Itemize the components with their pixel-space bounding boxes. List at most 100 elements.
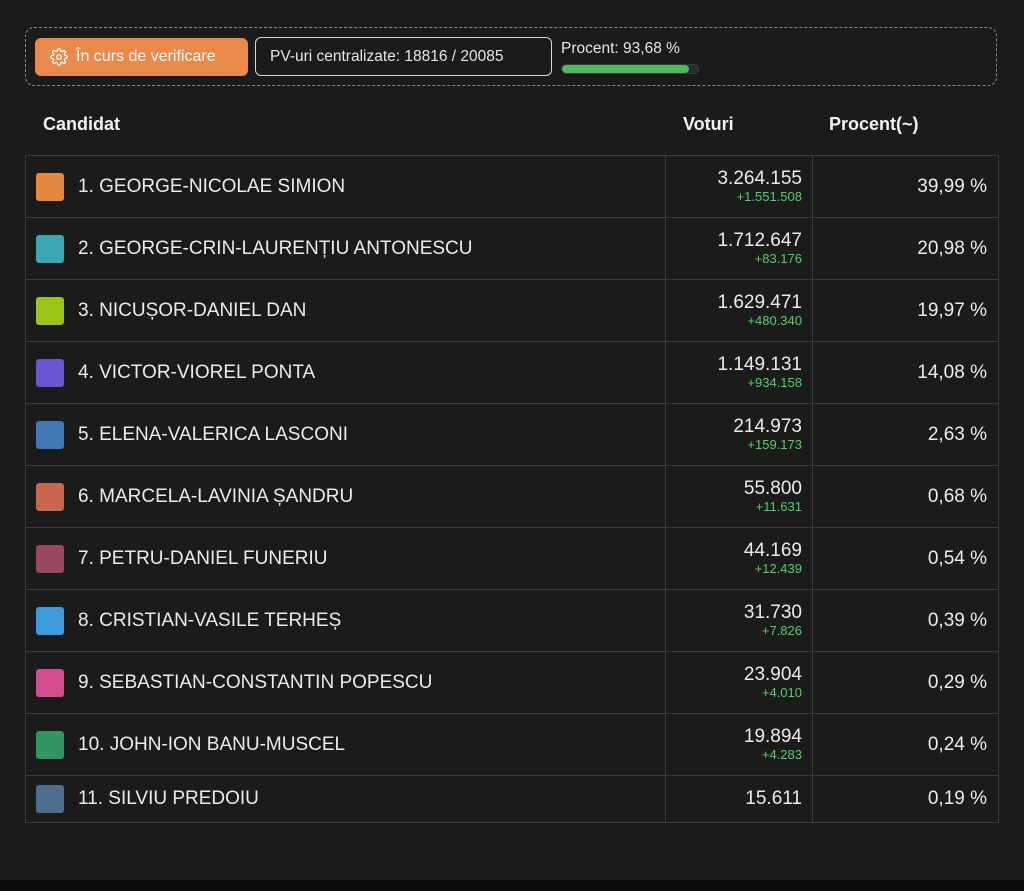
candidate-color-swatch [36,172,64,201]
percent-cell: 0,68 % [812,465,999,528]
candidate-name: 11. SILVIU PREDOIU [78,788,259,809]
percent-cell: 14,08 % [812,341,999,404]
table-row: 6. MARCELA-LAVINIA ȘANDRU 55.800 +11.631 0,… [25,465,999,528]
column-header-candidate[interactable]: Candidat [43,114,121,134]
votes-cell: 19.894 +4.283 [665,713,813,776]
percent-cell: 0,29 % [812,651,999,714]
vote-count: 31.730 [743,602,802,623]
table-row: 3. NICUȘOR-DANIEL DAN 1.629.471 +480.340 19… [25,279,999,342]
percent-progress: Procent: 93,68 % [561,38,701,74]
vote-delta: +12.439 [754,561,802,576]
vote-percent: 20,98 % [917,237,987,259]
votes-cell: 214.973 +159.173 [665,403,813,466]
candidate-name: 1. GEORGE-NICOLAE SIMION [78,175,346,197]
bottom-strip [0,880,1024,891]
votes-cell: 31.730 +7.826 [665,589,813,652]
vote-count: 44.169 [743,540,802,561]
vote-percent: 0,39 % [927,609,987,631]
percent-cell: 0,19 % [812,775,999,823]
vote-percent: 39,99 % [917,175,987,197]
table-row: 4. VICTOR-VIOREL PONTA 1.149.131 +934.158 1… [25,341,999,404]
candidate-color-swatch [36,358,64,387]
percent-cell: 0,39 % [812,589,999,652]
percent-cell: 19,97 % [812,279,999,342]
percent-cell: 2,63 % [812,403,999,466]
candidate-color-swatch [36,420,64,449]
vote-percent: 0,54 % [927,547,987,569]
candidate-cell: 11. SILVIU PREDOIU [25,775,666,823]
votes-cell: 23.904 +4.010 [665,651,813,714]
candidate-color-swatch [36,544,64,573]
progress-bar-fill [562,65,690,73]
candidate-name: 10. JOHN-ION BANU-MUSCEL [78,733,346,755]
column-header-votes[interactable]: Voturi [683,114,734,134]
votes-cell: 15.611 [665,775,813,823]
vote-count: 23.904 [743,664,802,685]
table-row: 1. GEORGE-NICOLAE SIMION 3.264.155 +1.551.… [25,155,999,218]
pv-centralized-label: PV-uri centralizate: 18816 / 20085 [270,47,504,65]
vote-percent: 2,63 % [927,423,987,445]
table-row: 10. JOHN-ION BANU-MUSCEL 19.894 +4.283 0,24… [25,713,999,776]
table-row: 2. GEORGE-CRIN-LAURENȚIU ANTONESCU 1.712.… [25,217,999,280]
percent-label: Procent: 93,68 % [561,40,680,57]
status-bar: În curs de verificare PV-uri centralizat… [25,27,997,86]
vote-count: 1.149.131 [717,354,802,375]
candidate-cell: 9. SEBASTIAN-CONSTANTIN POPESCU [25,651,666,714]
candidate-color-swatch [36,785,64,813]
candidate-cell: 5. ELENA-VALERICA LASCONI [25,403,666,466]
votes-cell: 44.169 +12.439 [665,527,813,590]
candidate-name: 9. SEBASTIAN-CONSTANTIN POPESCU [78,671,433,693]
table-row: 11. SILVIU PREDOIU 15.611 0,19 % [25,775,999,823]
vote-delta: +1.551.508 [736,189,802,204]
candidate-cell: 2. GEORGE-CRIN-LAURENȚIU ANTONESCU [25,217,666,280]
candidate-cell: 4. VICTOR-VIOREL PONTA [25,341,666,404]
table-row: 5. ELENA-VALERICA LASCONI 214.973 +159.173… [25,403,999,466]
percent-cell: 20,98 % [812,217,999,280]
candidate-color-swatch [36,730,64,759]
results-table: 1. GEORGE-NICOLAE SIMION 3.264.155 +1.551.… [25,155,999,823]
candidate-cell: 6. MARCELA-LAVINIA ȘANDRU [25,465,666,528]
vote-count: 1.629.471 [717,292,802,313]
vote-percent: 0,19 % [927,788,987,809]
vote-delta: +159.173 [747,437,802,452]
candidate-cell: 8. CRISTIAN-VASILE TERHEȘ [25,589,666,652]
verification-status-button[interactable]: În curs de verificare [35,38,248,76]
vote-delta: +4.010 [761,685,802,700]
candidate-name: 3. NICUȘOR-DANIEL DAN [78,299,307,321]
votes-cell: 3.264.155 +1.551.508 [665,155,813,218]
candidate-name: 5. ELENA-VALERICA LASCONI [78,423,348,445]
column-header-percent[interactable]: Procent(~) [829,114,919,134]
percent-cell: 0,24 % [812,713,999,776]
vote-count: 3.264.155 [717,168,802,189]
votes-cell: 55.800 +11.631 [665,465,813,528]
percent-cell: 0,54 % [812,527,999,590]
pv-centralized-counter: PV-uri centralizate: 18816 / 20085 [255,37,552,76]
vote-delta: +934.158 [747,375,802,390]
table-row: 9. SEBASTIAN-CONSTANTIN POPESCU 23.904 +4.… [25,651,999,714]
vote-delta: +4.283 [761,747,802,762]
candidate-color-swatch [36,296,64,325]
gear-icon [50,48,68,66]
candidate-name: 2. GEORGE-CRIN-LAURENȚIU ANTONESCU [78,237,473,259]
vote-percent: 14,08 % [917,361,987,383]
vote-percent: 19,97 % [917,299,987,321]
candidate-cell: 3. NICUȘOR-DANIEL DAN [25,279,666,342]
candidate-color-swatch [36,668,64,697]
vote-count: 55.800 [743,478,802,499]
vote-count: 15.611 [745,788,802,809]
progress-bar [561,64,699,74]
percent-cell: 39,99 % [812,155,999,218]
verification-status-label: În curs de verificare [76,48,216,65]
candidate-name: 4. VICTOR-VIOREL PONTA [78,361,316,383]
vote-count: 19.894 [743,726,802,747]
votes-cell: 1.149.131 +934.158 [665,341,813,404]
candidate-name: 7. PETRU-DANIEL FUNERIU [78,547,328,569]
candidate-color-swatch [36,606,64,635]
candidate-name: 6. MARCELA-LAVINIA ȘANDRU [78,485,354,507]
vote-delta: +83.176 [754,251,802,266]
vote-percent: 0,29 % [927,671,987,693]
candidate-cell: 1. GEORGE-NICOLAE SIMION [25,155,666,218]
candidate-name: 8. CRISTIAN-VASILE TERHEȘ [78,609,342,631]
vote-delta: +11.631 [755,499,802,514]
candidate-color-swatch [36,482,64,511]
